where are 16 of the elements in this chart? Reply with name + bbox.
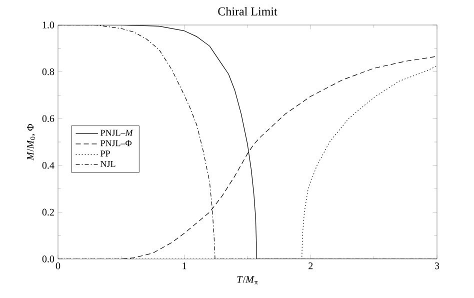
x-tick-label: 3 — [434, 262, 440, 270]
legend-label: NJL — [100, 160, 116, 167]
x-axis-title: T/M$_{π}$ — [237, 276, 258, 284]
y-tick-label: 0.6 — [42, 115, 54, 122]
chart-title: Chiral Limit — [218, 7, 278, 16]
y-tick-label: 1.0 — [42, 22, 54, 28]
legend-label: PP — [100, 150, 110, 156]
y-tick-label: 0.0 — [42, 256, 54, 262]
y-tick-label: 0.2 — [42, 208, 54, 216]
legend-label: PNJL–M — [100, 130, 134, 136]
legend-label: PNJL–Φ — [100, 140, 132, 146]
y-tick-label: 0.4 — [42, 162, 54, 169]
x-tick-label: 1 — [182, 262, 186, 270]
x-tick-label: 2 — [308, 262, 313, 270]
x-tick-label: 0 — [56, 262, 60, 270]
y-tick-label: 0.8 — [42, 68, 54, 76]
